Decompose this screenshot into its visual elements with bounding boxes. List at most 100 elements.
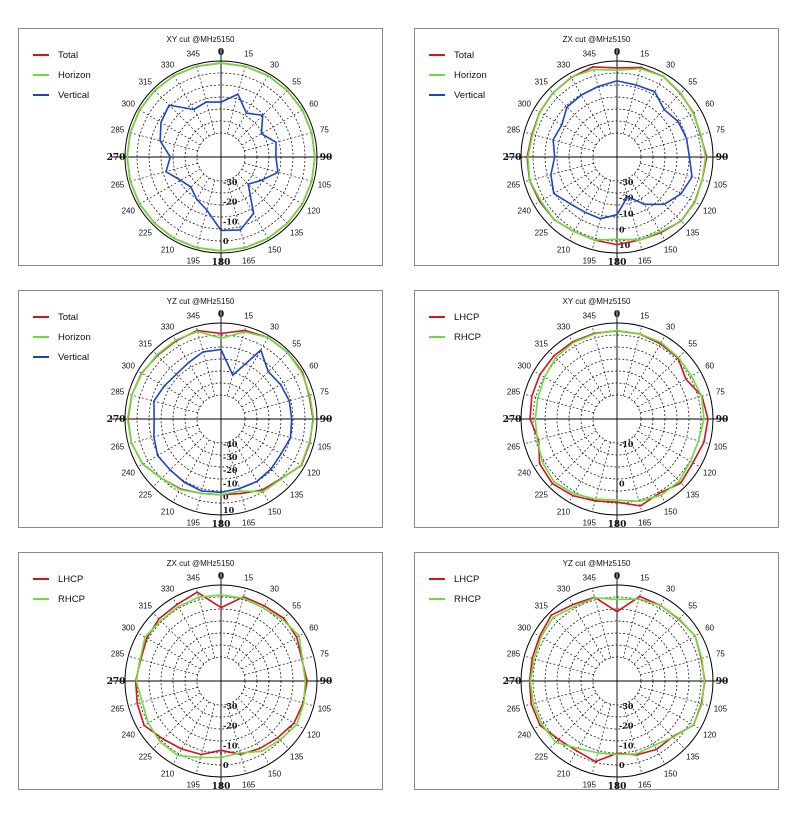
grid-spoke: [622, 326, 643, 396]
tick-label-angle: 30: [666, 60, 675, 69]
tick-label-angle: 180: [608, 782, 627, 792]
tick-label-angle: 105: [714, 443, 728, 452]
chart-title: YZ cut @MHz5150: [166, 297, 235, 306]
polar-panel-2: 0 15 30 55 60 75 90 105 120 135 150 165 180 195 210 225…: [414, 28, 779, 268]
tick-label-angle: 180: [608, 520, 627, 530]
tick-label-angle: 30: [270, 584, 279, 593]
legend: LHCP RHCP: [429, 569, 481, 609]
tick-label-angle: 270: [503, 677, 522, 687]
tick-label-angle: 330: [557, 584, 571, 593]
series-line-lhcp: [134, 591, 308, 756]
legend-label: LHCP: [454, 573, 480, 585]
legend-label: Vertical: [58, 351, 90, 363]
polar-panel-5: 0 15 30 55 60 75 90 105 120 135 150 165 180 195 210 225…: [18, 552, 383, 792]
grid-spoke: [137, 370, 201, 408]
tick-label-angle: 150: [664, 770, 678, 779]
grid-spoke: [637, 168, 701, 206]
tick-label-angle: 225: [535, 753, 549, 762]
tick-label-angle: 55: [292, 601, 301, 610]
tick-label-radial: -30: [619, 177, 634, 187]
tick-label-radial: -10: [619, 439, 634, 449]
polar-panel-6: 0 15 30 55 60 75 90 105 120 135 150 165 180 195 210 225…: [414, 552, 779, 792]
tick-label-angle: 165: [242, 780, 256, 789]
tick-label-angle: 30: [666, 322, 675, 331]
legend-label: Total: [454, 49, 475, 61]
legend: Total Horizon Vertical: [429, 45, 487, 105]
grid-spoke: [241, 692, 305, 730]
grid-spoke: [533, 632, 597, 670]
grid-spoke: [244, 424, 314, 445]
tick-label-angle: 285: [507, 649, 521, 658]
legend-swatch: [429, 54, 445, 56]
tick-label-angle: 300: [518, 100, 532, 109]
tick-label-angle: 90: [320, 153, 333, 163]
grid-spoke: [640, 686, 710, 707]
tick-label-angle: 150: [664, 508, 678, 517]
grid-spoke: [591, 64, 612, 134]
legend-item-rhcp: RHCP: [429, 327, 481, 347]
tick-label-angle: 240: [122, 207, 136, 216]
tick-label-angle: 75: [716, 387, 725, 396]
legend-item-total: Total: [33, 45, 91, 65]
grid-spoke: [172, 73, 210, 137]
chart-title: XY cut @MHz5150: [166, 35, 235, 44]
legend-item-lhcp: LHCP: [429, 307, 481, 327]
tick-label-angle: 105: [714, 705, 728, 714]
tick-label-radial: 0: [619, 478, 625, 488]
legend-swatch: [429, 578, 445, 580]
grid-spoke: [226, 64, 247, 134]
series-line-lhcp: [529, 329, 709, 507]
tick-label-angle: 210: [161, 770, 175, 779]
tick-label-angle: 0: [614, 310, 620, 320]
legend-label: RHCP: [58, 593, 85, 605]
legend-label: Horizon: [58, 69, 91, 81]
grid-spoke: [524, 131, 594, 152]
grid-spoke: [640, 162, 710, 183]
tick-label-angle: 90: [716, 677, 729, 687]
tick-label-angle: 345: [583, 50, 597, 59]
tick-label-radial: 0: [619, 224, 625, 234]
series-line-horizon: [126, 62, 316, 252]
grid-spoke: [524, 393, 594, 414]
tick-label-angle: 240: [122, 469, 136, 478]
tick-label-angle: 330: [161, 60, 175, 69]
tick-label-angle: 210: [161, 246, 175, 255]
tick-label-radial: -10: [223, 478, 238, 488]
tick-label-radial: -30: [223, 452, 238, 462]
tick-label-angle: 330: [557, 322, 571, 331]
legend-swatch: [429, 74, 445, 76]
chart-title: YZ cut @MHz5150: [562, 559, 631, 568]
legend-item-vertical: Vertical: [33, 347, 91, 367]
grid-spoke: [232, 177, 270, 241]
tick-label-angle: 180: [608, 258, 627, 268]
series-line-rhcp: [534, 329, 705, 503]
tick-label-angle: 135: [686, 229, 700, 238]
tick-label-angle: 330: [557, 60, 571, 69]
polar-chart-1: 0 15 30 55 60 75 90 105 120 135 150 165 180 195 210 225…: [107, 48, 333, 268]
grid-spoke: [622, 64, 643, 134]
tick-label-angle: 315: [535, 339, 549, 348]
tick-label-angle: 15: [244, 312, 253, 321]
grid-spoke: [128, 131, 198, 152]
tick-label-angle: 105: [318, 443, 332, 452]
tick-label-angle: 225: [139, 753, 153, 762]
tick-label-angle: 195: [187, 780, 201, 789]
tick-label-angle: 135: [290, 753, 304, 762]
tick-label-angle: 30: [666, 584, 675, 593]
tick-label-angle: 0: [614, 48, 620, 58]
legend-item-total: Total: [429, 45, 487, 65]
tick-label-angle: 270: [503, 415, 522, 425]
series-line-rhcp: [135, 594, 307, 759]
tick-label-radial: -10: [619, 740, 634, 750]
tick-label-radial: -20: [223, 197, 238, 207]
legend-item-vertical: Vertical: [429, 85, 487, 105]
tick-label-angle: 265: [111, 443, 125, 452]
polar-chart-4: 0 15 30 55 60 75 90 105 120 135 150 165 180 195 210 225…: [503, 310, 729, 530]
grid-spoke: [241, 430, 305, 468]
tick-label-angle: 90: [320, 415, 333, 425]
tick-label-angle: 270: [107, 677, 126, 687]
tick-label-radial: -40: [223, 439, 238, 449]
tick-label-angle: 225: [139, 229, 153, 238]
tick-label-radial: -10: [619, 209, 634, 219]
tick-label-radial: -20: [223, 465, 238, 475]
